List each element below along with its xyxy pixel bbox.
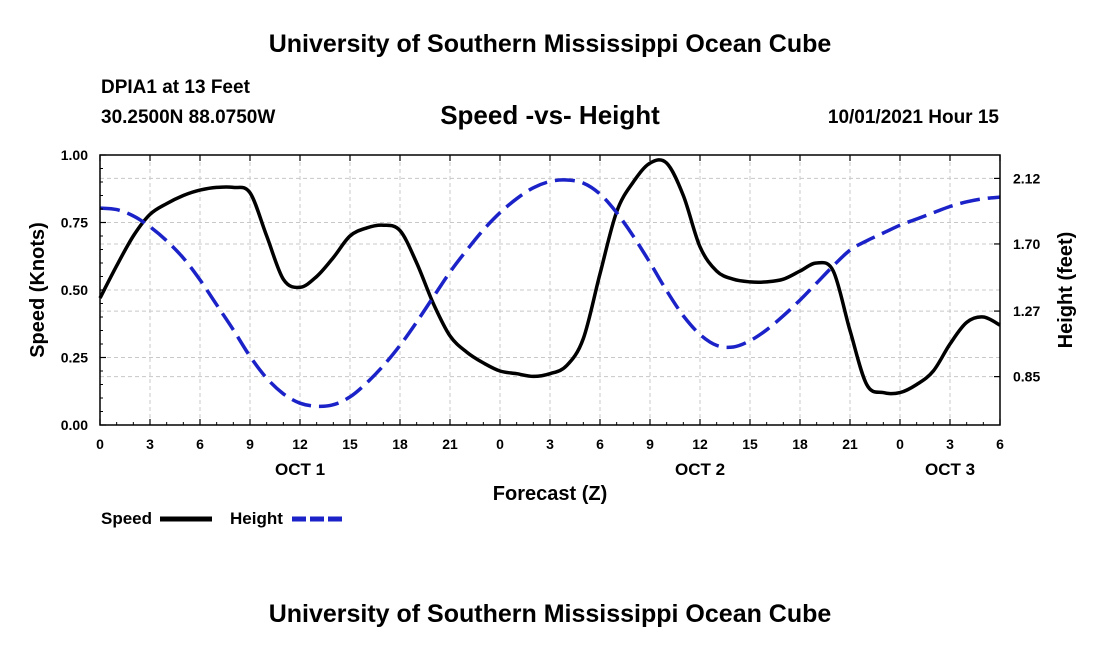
y-tick-label: 0.50 (61, 282, 88, 298)
station-label: DPIA1 at 13 Feet (101, 77, 250, 98)
speed-series-line (98, 158, 1001, 396)
chart-title: Speed -vs- Height (440, 100, 660, 130)
y2-axis-label: Height (feet) (1055, 232, 1077, 349)
x-tick-label: 12 (692, 436, 708, 452)
y-tick-label: 0.75 (61, 215, 88, 231)
x-tick-label: 3 (146, 436, 154, 452)
x-tick-label: 6 (596, 436, 604, 452)
y-axis-label: Speed (Knots) (27, 222, 49, 358)
x-tick-label: 6 (196, 436, 204, 452)
day-label: OCT 1 (275, 460, 325, 479)
forecast-date-hour: 10/01/2021 Hour 15 (827, 107, 999, 128)
x-tick-label: 0 (896, 436, 904, 452)
x-tick-label: 9 (246, 436, 254, 452)
x-tick-label: 15 (342, 436, 358, 452)
y2-tick-label: 1.70 (1013, 236, 1040, 252)
axes: 0 3 6 9 12 15 18 21 0 3 6 9 12 15 18 21 0 3 6 0.00 0.25 0.50 0… (61, 147, 1041, 479)
x-tick-label: 15 (742, 436, 758, 452)
legend-speed-label: Speed (101, 509, 152, 528)
y-tick-label: 0.25 (61, 350, 88, 366)
x-tick-label: 0 (96, 436, 104, 452)
footer-title: University of Southern Mississippi Ocean… (268, 600, 832, 628)
height-series-line (99, 178, 1001, 409)
x-tick-label: 12 (292, 436, 308, 452)
y2-tick-label: 1.27 (1013, 303, 1040, 319)
legend: Speed Height (101, 509, 342, 528)
x-tick-label: 0 (496, 436, 504, 452)
x-tick-label: 3 (946, 436, 954, 452)
y-tick-label: 0.00 (61, 417, 88, 433)
x-tick-label: 9 (646, 436, 654, 452)
x-tick-label: 6 (996, 436, 1004, 452)
y2-tick-label: 2.12 (1013, 170, 1040, 186)
grid (100, 155, 1000, 425)
y-tick-label: 1.00 (61, 147, 88, 163)
x-tick-label: 18 (392, 436, 408, 452)
x-tick-label: 3 (546, 436, 554, 452)
day-label: OCT 2 (675, 460, 725, 479)
x-axis-label: Forecast (Z) (493, 483, 607, 505)
legend-height-label: Height (230, 509, 283, 528)
series-layer (98, 158, 1001, 409)
x-tick-label: 21 (842, 436, 858, 452)
day-label: OCT 3 (925, 460, 975, 479)
page-title: University of Southern Mississippi Ocean… (268, 30, 832, 58)
y2-tick-label: 0.85 (1013, 369, 1040, 385)
x-tick-label: 18 (792, 436, 808, 452)
x-tick-label: 21 (442, 436, 458, 452)
station-coordinates: 30.2500N 88.0750W (101, 107, 276, 128)
